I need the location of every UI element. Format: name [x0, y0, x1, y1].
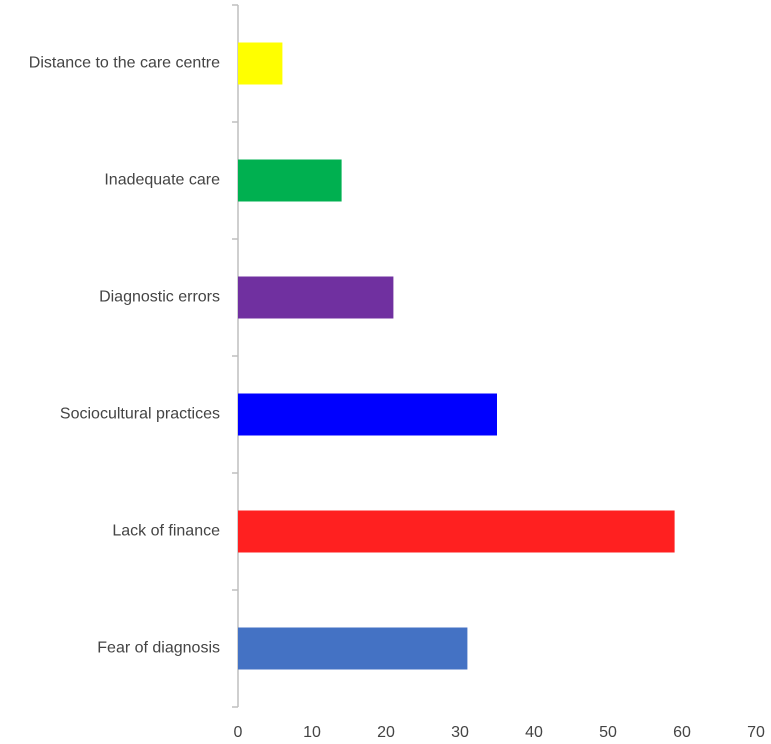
x-tick-label: 20 [377, 724, 395, 741]
x-tick-label: 0 [234, 724, 243, 741]
y-tick-label: Fear of diagnosis [97, 640, 220, 657]
y-tick-label: Diagnostic errors [99, 289, 220, 306]
y-tick-label: Inadequate care [104, 172, 220, 189]
y-tick-label: Sociocultural practices [60, 406, 220, 423]
y-tick-label: Distance to the care centre [29, 55, 220, 72]
x-tick-label: 70 [747, 724, 765, 741]
x-tick-label: 30 [451, 724, 469, 741]
y-tick-label: Lack of finance [112, 523, 220, 540]
bar [238, 42, 283, 85]
x-tick-label: 10 [303, 724, 321, 741]
bar [238, 276, 394, 319]
bar [238, 510, 675, 553]
x-tick-label: 60 [673, 724, 691, 741]
bar [238, 627, 468, 670]
bar [238, 159, 342, 202]
x-tick-label: 40 [525, 724, 543, 741]
bar [238, 393, 497, 436]
x-tick-label: 50 [599, 724, 617, 741]
